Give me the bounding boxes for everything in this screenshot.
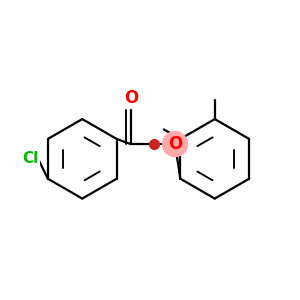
Text: Cl: Cl [22, 151, 39, 166]
Text: O: O [168, 135, 182, 153]
Text: O: O [124, 89, 138, 107]
